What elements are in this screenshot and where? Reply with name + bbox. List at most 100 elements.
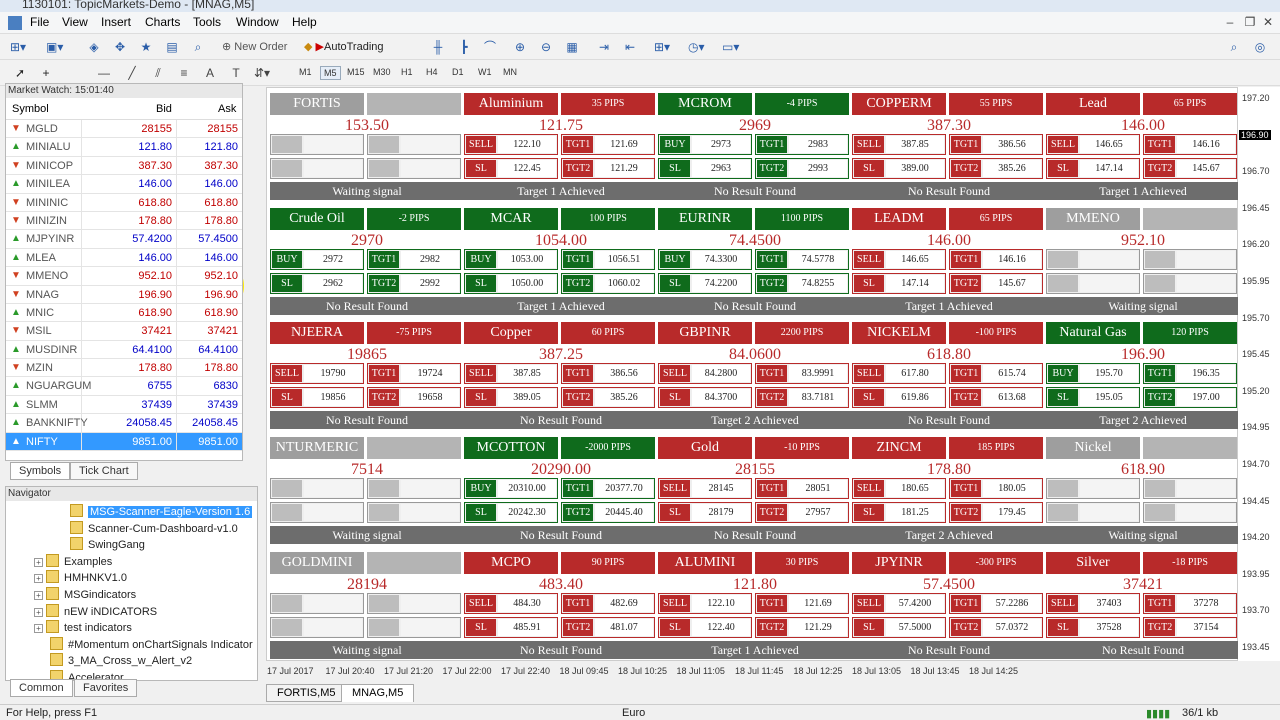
market-watch-row[interactable]: ▼ MSIL 37421 37421 xyxy=(6,322,242,341)
navigator-item[interactable]: MSG-Scanner-Eagle-Version 1.6 xyxy=(70,504,253,518)
navigator-item[interactable]: SwingGang xyxy=(70,537,145,551)
crosshair-icon[interactable]: + xyxy=(42,66,50,80)
minimize-icon[interactable]: – xyxy=(1226,15,1234,29)
menu-file[interactable]: File xyxy=(30,15,50,29)
tab-favorites[interactable]: Favorites xyxy=(74,679,138,697)
label-icon[interactable]: T xyxy=(232,66,240,80)
timeframe-h4[interactable]: H4 xyxy=(426,67,438,77)
timeframe-w1[interactable]: W1 xyxy=(478,67,492,77)
market-watch-row[interactable]: ▲ MLEA 146.00 146.00 xyxy=(6,248,242,268)
expand-icon[interactable]: + xyxy=(34,557,43,567)
chart-shift-icon[interactable]: ⇤ xyxy=(624,40,636,54)
community-icon[interactable]: ◎ xyxy=(1254,40,1266,54)
templates-icon[interactable]: ▭▾ xyxy=(722,40,740,54)
tester-icon[interactable]: ⌕ xyxy=(194,40,202,54)
channel-icon[interactable]: ⫽ xyxy=(155,66,161,80)
chart-tab-mnag[interactable]: MNAG,M5 xyxy=(341,684,415,702)
arrows-icon[interactable]: ⇵▾ xyxy=(254,66,271,80)
navigator-item[interactable]: #Momentum onChartSignals Indicator xyxy=(50,636,253,651)
col-symbol[interactable]: Symbol xyxy=(12,103,49,115)
expand-icon[interactable]: + xyxy=(34,624,43,634)
tile-windows-icon[interactable]: ▦ xyxy=(566,40,578,54)
hline-icon[interactable]: — xyxy=(98,66,110,80)
market-watch-row[interactable]: ▲ BANKNIFTY 24058.45 24058.45 xyxy=(6,414,242,433)
market-watch-row[interactable]: ▼ MZIN 178.80 178.80 xyxy=(6,359,242,378)
trendline-icon[interactable]: ╱ xyxy=(128,66,136,80)
periods-icon[interactable]: ◷▾ xyxy=(688,40,705,54)
navigator-item[interactable]: + nEW iNDICATORS xyxy=(34,603,157,618)
timeframe-h1[interactable]: H1 xyxy=(401,67,413,77)
col-bid[interactable]: Bid xyxy=(156,103,172,115)
new-chart-icon[interactable]: ⊞▾ xyxy=(10,40,27,54)
signal-card[interactable]: MMENO 952.10 Waiting signal xyxy=(1046,205,1240,320)
text-icon[interactable]: A xyxy=(205,66,214,80)
navigator-item[interactable]: + test indicators xyxy=(34,620,132,634)
menu-window[interactable]: Window xyxy=(236,15,279,29)
signal-card[interactable]: Copper 60 PIPS 387.25 SELL 387.85 TGT1 386.56 S… xyxy=(464,319,658,434)
restore-icon[interactable]: ❐ xyxy=(1244,15,1256,29)
timeframe-d1[interactable]: D1 xyxy=(452,67,464,77)
timeframe-m30[interactable]: M30 xyxy=(373,67,391,77)
market-watch-row[interactable]: ▲ MJPYINR 57.4200 57.4500 xyxy=(6,230,242,249)
navigator-item[interactable]: Scanner-Cum-Dashboard-v1.0 xyxy=(70,520,238,535)
terminal-icon[interactable]: ▤ xyxy=(166,40,178,54)
market-watch-row[interactable]: ▲ MNIC 618.90 618.90 xyxy=(6,303,242,323)
menu-help[interactable]: Help xyxy=(292,15,317,29)
signal-card[interactable]: Crude Oil -2 PIPS 2970 BUY 2972 TGT1 2982 SL 296… xyxy=(270,205,464,320)
market-watch-row[interactable]: ▼ MGLD 28155 28155 xyxy=(6,120,242,139)
signal-card[interactable]: LEADM 65 PIPS 146.00 SELL 146.65 TGT1 146.16 SL… xyxy=(852,205,1046,320)
signal-card[interactable]: Lead 65 PIPS 146.00 SELL 146.65 TGT1 146.16 SL 1… xyxy=(1046,90,1240,205)
zoom-out-icon[interactable]: ⊖ xyxy=(540,40,552,54)
navigator-item[interactable]: + MSGindicators xyxy=(34,587,136,601)
market-watch-row[interactable]: ▼ MNAG 196.90 196.90 xyxy=(6,285,242,304)
market-watch-row[interactable]: ▼ MINICOP 387.30 387.30 xyxy=(6,156,242,176)
tab-symbols[interactable]: Symbols xyxy=(10,462,71,480)
close-icon[interactable]: ✕ xyxy=(1262,15,1274,29)
data-window-icon[interactable]: ✥ xyxy=(114,40,126,54)
menu-charts[interactable]: Charts xyxy=(145,15,181,29)
expand-icon[interactable]: + xyxy=(34,574,43,584)
navigator-item[interactable]: 3_MA_Cross_w_Alert_v2 xyxy=(50,653,192,667)
indicators-icon[interactable]: ⊞▾ xyxy=(654,40,671,54)
signal-card[interactable]: NICKELM -100 PIPS 618.80 SELL 617.80 TGT1 615.… xyxy=(852,319,1046,434)
market-watch-row[interactable]: ▲ NGUARGUM 6755 6830 xyxy=(6,377,242,396)
signal-card[interactable]: Nickel 618.90 Waiting signal xyxy=(1046,434,1240,549)
chart-tab-fortis[interactable]: FORTIS,M5 xyxy=(266,684,347,702)
navigator-item[interactable]: + Examples xyxy=(34,553,112,568)
market-watch-row[interactable]: ▲ MINIALU 121.80 121.80 xyxy=(6,138,242,157)
timeframe-m1[interactable]: M1 xyxy=(299,67,312,77)
signal-card[interactable]: ALUMINI 30 PIPS 121.80 SELL 122.10 TGT1 121.69… xyxy=(658,549,852,664)
navigator-icon[interactable]: ★ xyxy=(140,40,152,54)
signal-card[interactable]: MCAR 100 PIPS 1054.00 BUY 1053.00 TGT1 1056.51… xyxy=(464,205,658,320)
signal-card[interactable]: NTURMERIC 7514 Waiting signal xyxy=(270,434,464,549)
signal-card[interactable]: Silver -18 PIPS 37421 SELL 37403 TGT1 37278 SL 3… xyxy=(1046,549,1240,664)
market-watch-icon[interactable]: ◈ xyxy=(89,40,99,54)
signal-card[interactable]: MCROM -4 PIPS 2969 BUY 2973 TGT1 2983 SL 2963 TGT… xyxy=(658,90,852,205)
cursor-icon[interactable]: ➚ xyxy=(14,66,26,80)
search-icon[interactable]: ⌕ xyxy=(1230,40,1238,54)
autoscroll-icon[interactable]: ⇥ xyxy=(598,40,610,54)
market-watch-row[interactable]: ▼ MINIZIN 178.80 178.80 xyxy=(6,211,242,231)
market-watch-row[interactable]: ▼ MININIC 618.80 618.80 xyxy=(6,193,242,212)
signal-card[interactable]: FORTIS 153.50 Waiting signal xyxy=(270,90,464,205)
signal-card[interactable]: COPPERM 55 PIPS 387.30 SELL 387.85 TGT1 386.56… xyxy=(852,90,1046,205)
zoom-in-icon[interactable]: ⊕ xyxy=(514,40,526,54)
profiles-icon[interactable]: ▣▾ xyxy=(46,40,64,54)
tab-tick-chart[interactable]: Tick Chart xyxy=(70,462,138,480)
signal-card[interactable]: MCPO 90 PIPS 483.40 SELL 484.30 TGT1 482.69 SL 4… xyxy=(464,549,658,664)
fibo-icon[interactable]: ≡ xyxy=(180,66,188,80)
bar-chart-icon[interactable]: ╫ xyxy=(433,40,443,54)
market-watch-row[interactable]: ▲ SLMM 37439 37439 xyxy=(6,395,242,415)
signal-card[interactable]: JPYINR -300 PIPS 57.4500 SELL 57.4200 TGT1 57.… xyxy=(852,549,1046,664)
timeframe-m5[interactable]: M5 xyxy=(320,66,341,80)
expand-icon[interactable]: + xyxy=(34,591,43,600)
signal-card[interactable]: Aluminium 35 PIPS 121.75 SELL 122.10 TGT1 121.… xyxy=(464,90,658,205)
signal-card[interactable]: Natural Gas 120 PIPS 196.90 BUY 195.70 TGT1 19… xyxy=(1046,319,1240,434)
timeframe-m15[interactable]: M15 xyxy=(347,67,365,77)
signal-card[interactable]: NJEERA -75 PIPS 19865 SELL 19790 TGT1 19724 SL 1… xyxy=(270,319,464,434)
market-watch-row[interactable]: ▲ NIFTY 9851.00 9851.00 xyxy=(6,432,242,452)
market-watch-row[interactable]: ▲ MINILEA 146.00 146.00 xyxy=(6,175,242,194)
navigator-item[interactable]: + HMHNKV1.0 xyxy=(34,570,127,584)
line-chart-icon[interactable]: ⌒ xyxy=(483,40,496,54)
market-watch-row[interactable]: ▼ MMENO 952.10 952.10 xyxy=(6,267,242,286)
